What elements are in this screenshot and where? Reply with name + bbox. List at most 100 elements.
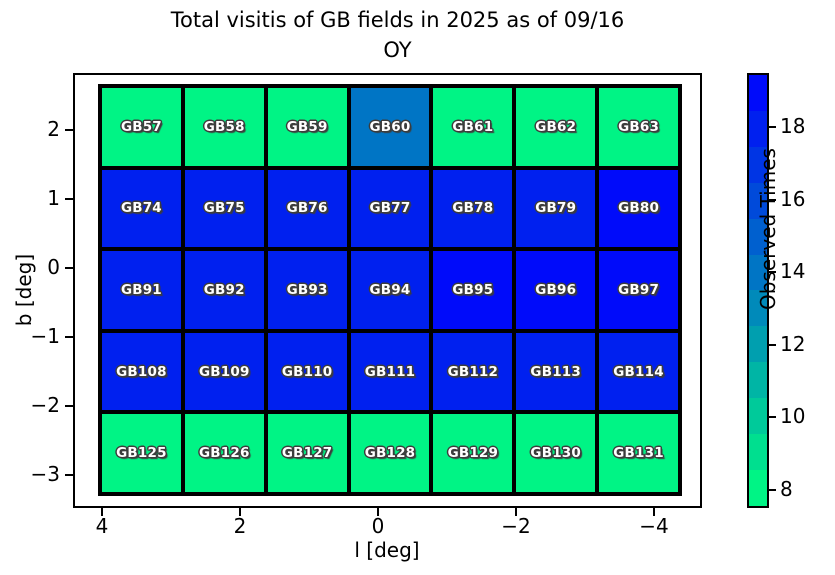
field-label: GB110	[281, 363, 333, 380]
heatmap-cell-GB74: GB74	[100, 167, 183, 250]
field-label: GB78	[452, 200, 494, 217]
field-label: GB95	[452, 281, 494, 298]
colorbar-tick-label: 10	[780, 404, 806, 429]
field-label: GB128	[364, 445, 416, 462]
colorbar-segment-16	[749, 182, 767, 219]
colorbar-label: Observed Times	[756, 148, 780, 310]
x-tick-label: 2	[233, 514, 247, 538]
heatmap-cell-GB91: GB91	[100, 249, 183, 331]
y-tick-label: −1	[30, 324, 60, 348]
x-tick-label: −4	[639, 514, 669, 538]
field-label: GB125	[116, 445, 167, 462]
heatmap-cell-GB59: GB59	[265, 86, 349, 168]
heatmap-cell-GB95: GB95	[431, 249, 515, 331]
field-label: GB92	[203, 281, 245, 298]
heatmap-cell-GB77: GB77	[348, 167, 432, 250]
heatmap-cell-GB63: GB63	[597, 86, 680, 168]
field-label: GB93	[286, 281, 328, 298]
colorbar-segment-15	[749, 218, 767, 255]
colorbar-segment-10	[749, 398, 767, 435]
heatmap-cell-GB75: GB75	[182, 167, 266, 250]
y-tick-label: 0	[47, 255, 60, 279]
y-tick-label: 1	[47, 186, 60, 210]
heatmap-cell-GB96: GB96	[514, 249, 598, 331]
colorbar-segment-19	[749, 74, 767, 111]
heatmap-cell-GB76: GB76	[265, 167, 349, 250]
x-tick-mark	[653, 508, 655, 516]
field-label: GB76	[286, 200, 328, 217]
heatmap-grid: GB57 GB58 GB59 GB60 GB61 GB62 GB63 GB74 GB75 GB76…	[98, 84, 682, 496]
y-tick-label: −3	[30, 462, 60, 486]
heatmap-cell-GB110: GB110	[265, 330, 349, 413]
colorbar-tick-mark	[769, 488, 776, 491]
colorbar-tick-mark	[769, 343, 776, 346]
field-label: GB79	[535, 200, 577, 217]
heatmap-cell-GB127: GB127	[265, 412, 349, 494]
colorbar-segment-18	[749, 110, 767, 147]
colorbar-segment-14	[749, 254, 767, 291]
heatmap-cell-GB60: GB60	[348, 86, 432, 168]
field-label: GB58	[203, 118, 245, 135]
heatmap-cell-GB57: GB57	[100, 86, 183, 168]
colorbar-tick-mark	[769, 416, 776, 419]
field-label: GB108	[116, 363, 167, 380]
heatmap-cell-GB111: GB111	[348, 330, 432, 413]
colorbar-tick-mark	[769, 271, 776, 274]
field-label: GB131	[613, 445, 664, 462]
field-label: GB114	[613, 363, 664, 380]
chart-title-line2: OY	[383, 38, 412, 62]
field-label: GB60	[369, 118, 411, 135]
colorbar-segment-8	[749, 470, 767, 506]
heatmap-cell-GB97: GB97	[597, 249, 680, 331]
field-label: GB57	[120, 118, 162, 135]
x-tick-label: 4	[95, 514, 109, 538]
field-label: GB94	[369, 281, 411, 298]
y-tick-mark	[65, 474, 73, 476]
field-label: GB130	[530, 445, 581, 462]
colorbar-tick-mark	[769, 126, 776, 129]
colorbar-tick-mark	[769, 198, 776, 201]
heatmap-cell-GB112: GB112	[431, 330, 515, 413]
heatmap-cell-GB131: GB131	[597, 412, 680, 494]
field-label: GB62	[535, 118, 577, 135]
heatmap-cell-GB125: GB125	[100, 412, 183, 494]
field-label: GB129	[447, 445, 499, 462]
colorbar-tick-label: 8	[780, 476, 793, 501]
colorbar	[747, 73, 769, 508]
field-label: GB63	[618, 118, 660, 135]
heatmap-cell-GB113: GB113	[514, 330, 598, 413]
heatmap-cell-GB109: GB109	[182, 330, 266, 413]
field-label: GB96	[535, 281, 577, 298]
heatmap-cell-GB78: GB78	[431, 167, 515, 250]
heatmap-cell-GB92: GB92	[182, 249, 266, 331]
colorbar-segment-11	[749, 362, 767, 399]
colorbar-tick-label: 16	[780, 186, 806, 211]
field-label: GB80	[618, 200, 660, 217]
heatmap-cell-GB61: GB61	[431, 86, 515, 168]
colorbar-segment-13	[749, 290, 767, 327]
x-tick-label: 0	[371, 514, 385, 538]
y-tick-mark	[65, 336, 73, 338]
y-tick-mark	[65, 405, 73, 407]
colorbar-segment-9	[749, 434, 767, 471]
y-tick-mark	[65, 129, 73, 131]
heatmap-cell-GB129: GB129	[431, 412, 515, 494]
x-tick-label: −2	[501, 514, 531, 538]
field-label: GB74	[120, 200, 162, 217]
heatmap-cell-GB79: GB79	[514, 167, 598, 250]
x-tick-mark	[239, 508, 241, 516]
heatmap-cell-GB114: GB114	[597, 330, 680, 413]
field-label: GB111	[364, 363, 416, 380]
heatmap-cell-GB126: GB126	[182, 412, 266, 494]
y-tick-mark	[65, 267, 73, 269]
colorbar-tick-label: 12	[780, 331, 806, 356]
colorbar-tick-label: 18	[780, 114, 806, 139]
field-label: GB127	[281, 445, 333, 462]
colorbar-segment-17	[749, 146, 767, 183]
x-tick-mark	[377, 508, 379, 516]
field-label: GB59	[286, 118, 328, 135]
x-axis-label: l [deg]	[354, 538, 420, 562]
field-label: GB97	[618, 281, 660, 298]
field-label: GB91	[120, 281, 162, 298]
